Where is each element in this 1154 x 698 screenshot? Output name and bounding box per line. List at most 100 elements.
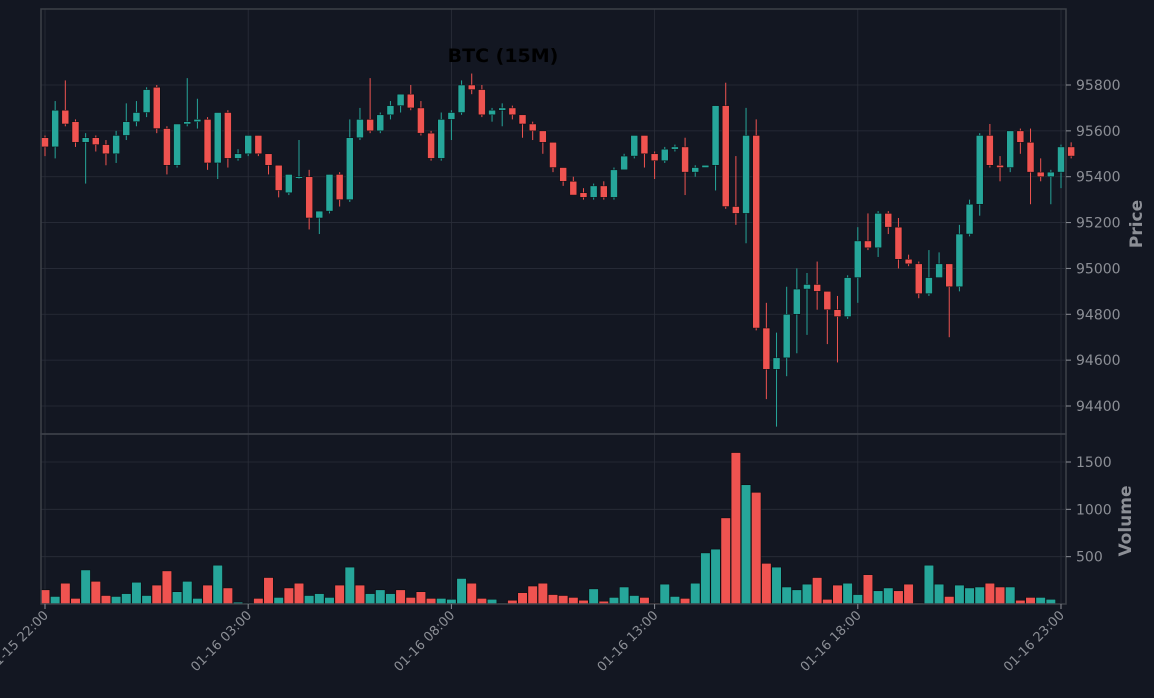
candle-body — [701, 165, 710, 168]
volume-bar — [182, 580, 193, 605]
volume-tick-label: 1000 — [1076, 502, 1112, 518]
candle-body — [752, 135, 760, 329]
volume-bar — [304, 595, 315, 605]
volume-bar — [111, 596, 122, 605]
volume-bar — [171, 591, 183, 605]
candle-body — [61, 109, 70, 125]
candle-body — [965, 203, 974, 235]
volume-bar — [314, 593, 325, 605]
price-tick-label: 94600 — [1076, 353, 1121, 369]
candle-body — [153, 87, 161, 129]
candle-body — [163, 128, 171, 166]
volume-bar — [1025, 597, 1036, 605]
volume-bar — [690, 582, 701, 605]
volume-bar — [893, 590, 904, 605]
candle-body — [1016, 130, 1025, 143]
candle — [569, 176, 578, 196]
candle-body — [366, 119, 374, 132]
candle — [539, 130, 547, 154]
volume-bar — [202, 584, 213, 605]
candle-body — [975, 135, 984, 205]
candle — [549, 142, 557, 173]
candle-body — [945, 263, 953, 288]
candle — [203, 117, 212, 170]
candle — [1057, 144, 1065, 189]
candle — [376, 112, 385, 134]
candle — [955, 224, 964, 292]
candle — [427, 130, 435, 161]
candle — [153, 85, 161, 134]
volume-bar — [862, 574, 874, 605]
candle-body — [854, 240, 862, 278]
candle — [173, 123, 181, 168]
candle — [711, 105, 720, 191]
candle-body — [904, 259, 913, 265]
candle — [650, 151, 659, 180]
candle-body — [1006, 130, 1014, 168]
volume-bar — [395, 589, 406, 605]
volume-bar — [385, 593, 396, 605]
volume-tick-label: 1500 — [1076, 455, 1112, 471]
candle — [437, 112, 445, 161]
candle-body — [315, 210, 324, 219]
volume-bar — [100, 595, 112, 605]
candle — [986, 123, 994, 168]
candle — [81, 133, 90, 184]
volume-bar — [121, 593, 132, 605]
candle — [478, 85, 486, 118]
volume-bar — [761, 562, 772, 605]
price-tick-label: 94400 — [1076, 399, 1121, 415]
candle — [285, 174, 293, 196]
candle — [92, 135, 100, 152]
candle — [803, 273, 811, 335]
volume-bar — [425, 598, 437, 605]
candle — [396, 93, 405, 113]
volume-bar — [334, 584, 345, 605]
volume-bar — [80, 569, 91, 605]
volume-bar — [1035, 597, 1046, 605]
volume-axis-label: Volume — [1116, 485, 1136, 556]
candle-body — [508, 107, 517, 116]
candle — [315, 210, 324, 235]
candle — [620, 153, 628, 171]
volume-bar — [192, 598, 203, 605]
candle-body — [51, 109, 59, 148]
candle — [1047, 169, 1055, 205]
candle-body — [122, 121, 131, 136]
candle-body — [732, 206, 740, 214]
candle — [366, 78, 374, 134]
candle — [640, 135, 649, 168]
candle — [742, 107, 750, 244]
candle — [762, 302, 771, 400]
candle — [661, 146, 669, 163]
candle — [61, 80, 70, 127]
candle-body — [467, 84, 476, 90]
candle-body — [996, 165, 1004, 168]
volume-bar — [639, 597, 650, 605]
volume-bar — [588, 588, 599, 605]
volume-bar — [456, 578, 467, 605]
volume-bar — [629, 595, 640, 605]
candle-body — [661, 148, 669, 161]
candle — [234, 149, 242, 161]
candle-body — [640, 135, 649, 155]
candle — [864, 213, 872, 251]
candle-body — [681, 146, 689, 173]
candle — [528, 121, 537, 141]
candle-body — [1057, 146, 1065, 173]
candle-body — [650, 153, 659, 161]
candle — [732, 156, 740, 225]
candle — [346, 119, 354, 202]
candle-body — [539, 130, 547, 143]
volume-bar — [710, 548, 721, 605]
volume-bar — [547, 594, 559, 605]
candle — [274, 165, 283, 198]
candle-body — [691, 167, 699, 173]
candle — [579, 188, 588, 200]
candle-body — [579, 192, 588, 198]
volume-bar — [222, 587, 233, 605]
volume-bar — [801, 583, 813, 605]
volume-bar — [659, 583, 670, 605]
candle-body — [224, 112, 232, 159]
